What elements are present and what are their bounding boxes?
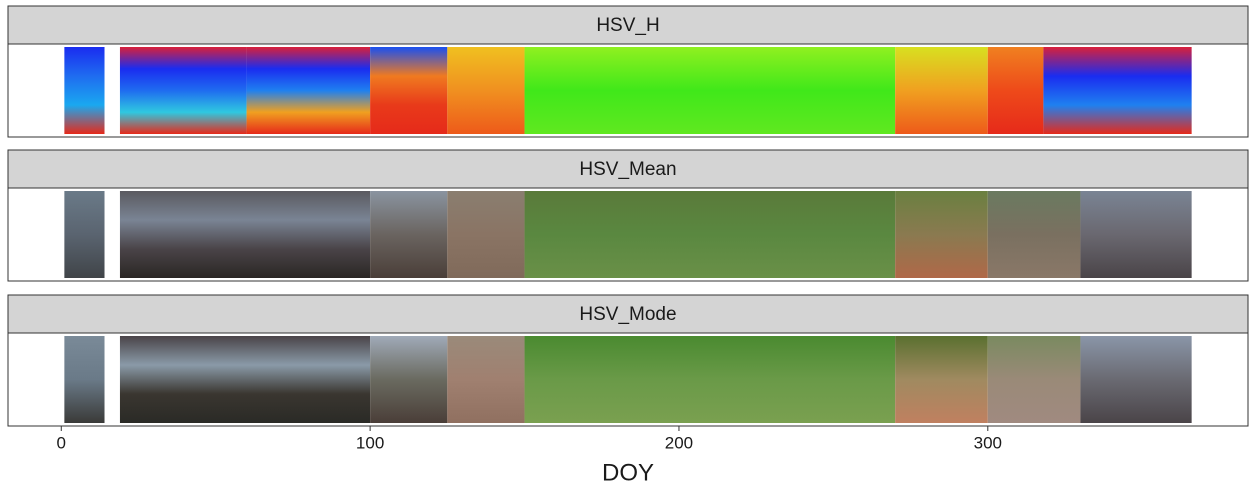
x-tick-label: 300 [974,433,1002,452]
raster-band [524,336,896,423]
facet-title: HSV_Mode [579,304,676,325]
raster-band [64,336,105,423]
facet-title: HSV_H [596,15,659,36]
raster-band [370,47,448,134]
raster-band [64,47,105,134]
raster-band [119,336,371,423]
raster-band [447,191,525,278]
raster-band [447,47,525,134]
x-tick-label: 0 [57,433,66,452]
x-tick-label: 100 [356,433,384,452]
raster-band [524,191,896,278]
facet-strip [7,149,1249,189]
raster-band [119,47,247,134]
raster-band [447,336,525,423]
raster-band [370,336,448,423]
raster-band [987,336,1081,423]
raster-band [64,191,105,278]
raster-band [895,336,988,423]
x-axis-title: DOY [602,459,654,486]
raster-band [895,191,988,278]
facet-title: HSV_Mean [579,159,676,180]
raster-band [987,47,1044,134]
raster-band [370,191,448,278]
raster-band [524,47,896,134]
raster-band [1080,336,1192,423]
raster-band [987,191,1081,278]
facet-strip [7,5,1249,45]
raster-band [895,47,988,134]
raster-band [1043,47,1192,134]
raster-band [119,191,371,278]
raster-band [1080,191,1192,278]
raster-band [246,47,371,134]
x-tick-label: 200 [665,433,693,452]
facet-strip [7,294,1249,334]
